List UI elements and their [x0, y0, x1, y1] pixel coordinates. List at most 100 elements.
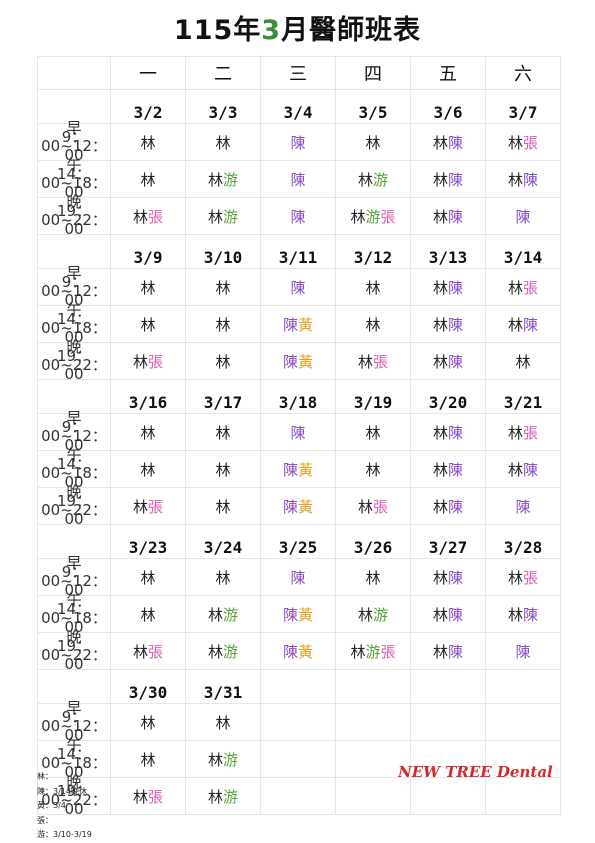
shift-label-cell: 早 9：00~12：00: [37, 121, 111, 163]
doctor-tag: 林: [365, 278, 381, 297]
shift-cell: 林陳: [410, 123, 486, 161]
shift-cell: 陳: [260, 123, 336, 161]
doctor-tag: 陳: [448, 278, 464, 297]
shift-cell: 林游: [335, 160, 411, 198]
shift-label-cell: 午 14：00~18：00: [37, 303, 111, 346]
date-cell: 3/4: [260, 89, 336, 124]
shift-cell: [260, 777, 336, 815]
doctor-tag: 陳: [448, 642, 464, 661]
date-cell: 3/5: [335, 89, 411, 124]
doctor-tag: 林: [140, 170, 156, 189]
shift-row: 早 9：00~12：00 林林陳林林陳 林張: [37, 121, 561, 163]
doctor-tag: 黃: [298, 352, 314, 371]
doctor-tag: 林: [215, 133, 231, 152]
date-cell: [485, 669, 561, 704]
shift-cell: 林: [185, 305, 261, 343]
weekday-header-cell: 五: [410, 56, 486, 90]
shift-row: 晚 19：00~22：00 林張 林游陳林游張 林陳陳: [37, 195, 561, 237]
shift-cell: [335, 740, 411, 778]
schedule-table: 一二三四五六 3/2 3/3 3/4 3/5 3/6 3/7 早 9：00~12：00 林林陳林林…: [37, 56, 561, 817]
shift-cell: 陳: [485, 197, 561, 235]
shift-time: 14：00~18：00: [41, 310, 107, 346]
brand-logo: NEW TREE Dental: [398, 763, 553, 781]
title-prefix: 115年: [173, 15, 262, 46]
doctor-tag: 林: [432, 642, 448, 661]
doctor-tag: 林: [207, 750, 223, 769]
doctor-tag: 張: [373, 352, 389, 371]
doctor-tag: 張: [148, 642, 164, 661]
doctor-tag: 林: [140, 423, 156, 442]
shift-cell: 林: [185, 450, 261, 488]
shift-cell: 林游: [335, 595, 411, 633]
doctor-tag: 陳: [448, 170, 464, 189]
shift-cell: 林張: [110, 342, 186, 380]
doctor-tag: 陳: [448, 352, 464, 371]
doctor-tag: 張: [523, 568, 539, 587]
doctor-tag: 陳: [448, 133, 464, 152]
date-cell: 3/30: [110, 669, 186, 704]
shift-time: 14：00~18：00: [41, 745, 107, 781]
doctor-tag: 游: [223, 750, 239, 769]
doctor-tag: 黃: [298, 497, 314, 516]
doctor-tag: 游: [373, 605, 389, 624]
doctor-tag: 林: [215, 352, 231, 371]
doctor-tag: 林: [432, 497, 448, 516]
shift-cell: 林陳: [410, 595, 486, 633]
shift-cell: 陳黃: [260, 595, 336, 633]
date-cell: 3/13: [410, 234, 486, 269]
doctor-tag: 林: [207, 605, 223, 624]
doctor-tag: 陳: [290, 207, 306, 226]
doctor-tag: 林: [432, 278, 448, 297]
date-cell: 3/12: [335, 234, 411, 269]
shift-row: 晚 19：00~22：00 林張林陳黃 林張 林陳陳: [37, 483, 561, 527]
shift-cell: 陳黃: [260, 305, 336, 343]
shift-cell: 林陳: [410, 342, 486, 380]
doctor-tag: 游: [223, 787, 239, 806]
note-chen: 陳：3/14晚休: [37, 786, 87, 796]
date-cell: 3/19: [335, 379, 411, 414]
shift-row: 晚 19：00~22：00 林張 林游 陳黃 林游張 林陳陳: [37, 630, 561, 672]
doctor-tag: 林: [432, 352, 448, 371]
shift-cell: 林陳: [410, 450, 486, 488]
shift-cell: 林: [110, 268, 186, 306]
date-cell: 3/27: [410, 524, 486, 559]
shift-time: 19：00~22：00: [41, 347, 107, 383]
shift-name: 早: [66, 699, 82, 717]
shift-name: 晚: [66, 483, 82, 501]
doctor-tag: 林: [507, 568, 523, 587]
doctor-tag: 陳: [290, 278, 306, 297]
shift-label-cell: 晚 19：00~22：00: [37, 483, 111, 527]
date-cell: [260, 669, 336, 704]
doctor-tag: 黃: [298, 642, 314, 661]
doctor-tag: 林: [132, 352, 148, 371]
shift-cell: 林陳: [410, 413, 486, 451]
date-cell: [335, 669, 411, 704]
doctor-tag: 黃: [298, 315, 314, 334]
shift-cell: 陳: [260, 160, 336, 198]
weekday-header-cell: 四: [335, 56, 411, 90]
doctor-tag: 林: [507, 460, 523, 479]
doctor-tag: 林: [507, 278, 523, 297]
doctor-tag: 張: [373, 497, 389, 516]
doctor-tag: 陳: [282, 352, 298, 371]
doctor-tag: 陳: [448, 460, 464, 479]
shift-cell: 林: [485, 342, 561, 380]
shift-cell: 林: [335, 305, 411, 343]
shift-time: 9：00~12：00: [41, 708, 107, 744]
date-cell: 3/18: [260, 379, 336, 414]
shift-cell: 陳黃: [260, 487, 336, 525]
shift-label-cell: 早 9：00~12：00: [37, 699, 111, 744]
doctor-tag: 林: [140, 133, 156, 152]
doctor-tag: 張: [523, 133, 539, 152]
shift-cell: 林張: [110, 777, 186, 815]
doctor-tag: 張: [380, 642, 396, 661]
shift-cell: 林張: [335, 487, 411, 525]
date-cell: 3/14: [485, 234, 561, 269]
shift-label-cell: 早 9：00~12：00: [37, 556, 111, 598]
date-cell: 3/25: [260, 524, 336, 559]
doctor-tag: 林: [207, 207, 223, 226]
doctor-tag: 張: [523, 278, 539, 297]
shift-row: 晚 19：00~22：00 林張林陳黃 林張 林陳林: [37, 340, 561, 383]
shift-cell: 林陳: [485, 305, 561, 343]
shift-label-cell: 早 9：00~12：00: [37, 266, 111, 308]
